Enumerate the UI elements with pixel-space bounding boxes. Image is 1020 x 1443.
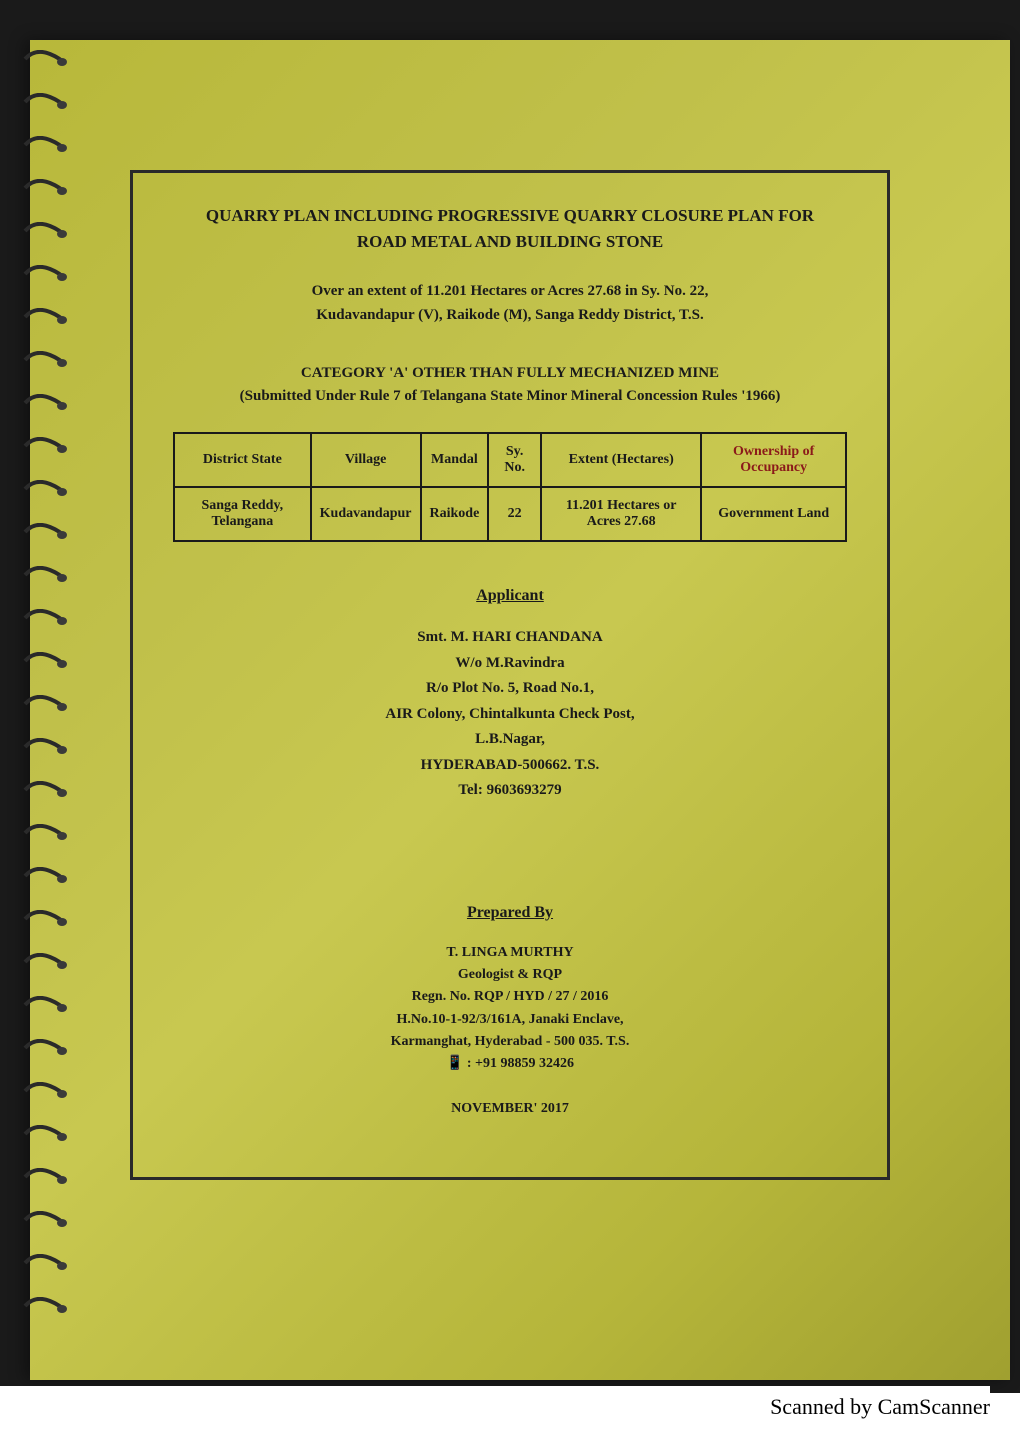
applicant-heading: Applicant	[173, 587, 847, 605]
preparer-address-2: Karmanghat, Hyderabad - 500 035. T.S.	[391, 1034, 630, 1049]
cell-extent: 11.201 Hectares or Acres 27.68	[541, 487, 701, 541]
cell-ownership: Government Land	[701, 487, 846, 541]
spiral-binding	[20, 50, 80, 1370]
category-block: CATEGORY 'A' OTHER THAN FULLY MECHANIZED…	[173, 362, 847, 407]
document-page: QUARRY PLAN INCLUDING PROGRESSIVE QUARRY…	[30, 40, 1010, 1380]
preparer-regn: Regn. No. RQP / HYD / 27 / 2016	[412, 989, 609, 1004]
cell-syno: 22	[488, 487, 541, 541]
footer-strip: Scanned by CamScanner	[0, 1393, 1020, 1443]
content-border: QUARRY PLAN INCLUDING PROGRESSIVE QUARRY…	[130, 170, 890, 1180]
applicant-tel: Tel: 9603693279	[458, 782, 561, 798]
applicant-name: Smt. M. HARI CHANDANA	[417, 629, 602, 645]
cell-district: Sanga Reddy, Telangana	[174, 487, 311, 541]
applicant-address-2: AIR Colony, Chintalkunta Check Post,	[385, 706, 634, 722]
col-ownership: Ownership of Occupancy	[701, 433, 846, 487]
preparer-phone: 📱 : +91 98859 32426	[446, 1056, 574, 1071]
applicant-address-1: R/o Plot No. 5, Road No.1,	[426, 680, 594, 696]
document-date: NOVEMBER' 2017	[173, 1101, 847, 1117]
prepared-by-details: T. LINGA MURTHY Geologist & RQP Regn. No…	[173, 942, 847, 1076]
subtitle-line-2: Kudavandapur (V), Raikode (M), Sanga Red…	[316, 307, 704, 323]
col-extent: Extent (Hectares)	[541, 433, 701, 487]
document-title: QUARRY PLAN INCLUDING PROGRESSIVE QUARRY…	[173, 203, 847, 254]
applicant-address-3: L.B.Nagar,	[475, 731, 545, 747]
category-line-1: CATEGORY 'A' OTHER THAN FULLY MECHANIZED…	[301, 365, 719, 381]
title-line-1: QUARRY PLAN INCLUDING PROGRESSIVE QUARRY…	[206, 206, 814, 225]
applicant-address-4: HYDERABAD-500662. T.S.	[421, 757, 600, 773]
table-header-row: District State Village Mandal Sy. No. Ex…	[174, 433, 846, 487]
cell-village: Kudavandapur	[311, 487, 421, 541]
scanned-by-watermark: Scanned by CamScanner	[0, 1386, 990, 1428]
preparer-address-1: H.No.10-1-92/3/161A, Janaki Enclave,	[396, 1012, 623, 1027]
col-district: District State	[174, 433, 311, 487]
applicant-relation: W/o M.Ravindra	[455, 655, 564, 671]
applicant-details: Smt. M. HARI CHANDANA W/o M.Ravindra R/o…	[173, 625, 847, 804]
title-line-2: ROAD METAL AND BUILDING STONE	[357, 232, 663, 251]
table-row: Sanga Reddy, Telangana Kudavandapur Raik…	[174, 487, 846, 541]
preparer-role: Geologist & RQP	[458, 967, 562, 982]
col-mandal: Mandal	[421, 433, 489, 487]
col-village: Village	[311, 433, 421, 487]
document-subtitle: Over an extent of 11.201 Hectares or Acr…	[173, 279, 847, 327]
details-table: District State Village Mandal Sy. No. Ex…	[173, 432, 847, 542]
category-line-2: (Submitted Under Rule 7 of Telangana Sta…	[240, 388, 781, 404]
cell-mandal: Raikode	[421, 487, 489, 541]
prepared-by-heading: Prepared By	[173, 904, 847, 922]
col-syno: Sy. No.	[488, 433, 541, 487]
subtitle-line-1: Over an extent of 11.201 Hectares or Acr…	[312, 283, 709, 299]
preparer-name: T. LINGA MURTHY	[446, 945, 573, 960]
